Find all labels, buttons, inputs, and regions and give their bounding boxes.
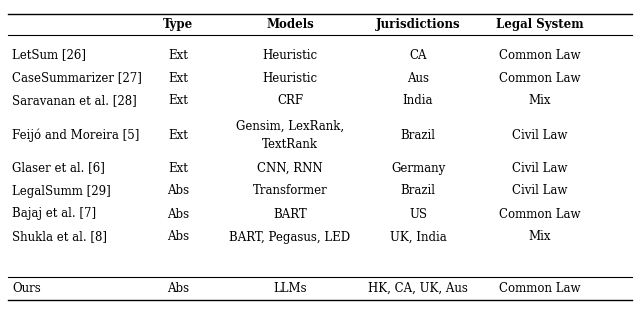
- Text: Saravanan et al. [28]: Saravanan et al. [28]: [12, 95, 137, 108]
- Text: Common Law: Common Law: [499, 72, 580, 85]
- Text: Common Law: Common Law: [499, 48, 580, 61]
- Text: CNN, RNN: CNN, RNN: [257, 162, 323, 175]
- Text: BART: BART: [273, 207, 307, 220]
- Text: LLMs: LLMs: [273, 281, 307, 294]
- Text: US: US: [409, 207, 427, 220]
- Text: Bajaj et al. [7]: Bajaj et al. [7]: [12, 207, 96, 220]
- Text: Abs: Abs: [167, 184, 189, 197]
- Text: Heuristic: Heuristic: [262, 72, 317, 85]
- Text: Germany: Germany: [391, 162, 445, 175]
- Text: India: India: [403, 95, 433, 108]
- Text: BART, Pegasus, LED: BART, Pegasus, LED: [229, 231, 351, 243]
- Text: CaseSummarizer [27]: CaseSummarizer [27]: [12, 72, 142, 85]
- Text: Common Law: Common Law: [499, 207, 580, 220]
- Text: Jurisdictions: Jurisdictions: [376, 18, 460, 31]
- Text: UK, India: UK, India: [390, 231, 446, 243]
- Text: Heuristic: Heuristic: [262, 48, 317, 61]
- Text: Ext: Ext: [168, 162, 188, 175]
- Text: Ext: Ext: [168, 129, 188, 141]
- Text: Glaser et al. [6]: Glaser et al. [6]: [12, 162, 105, 175]
- Text: Brazil: Brazil: [401, 129, 435, 141]
- Text: Civil Law: Civil Law: [512, 129, 568, 141]
- Text: HK, CA, UK, Aus: HK, CA, UK, Aus: [368, 281, 468, 294]
- Text: Ext: Ext: [168, 48, 188, 61]
- Text: LegalSumm [29]: LegalSumm [29]: [12, 184, 111, 197]
- Text: Common Law: Common Law: [499, 281, 580, 294]
- Text: Ours: Ours: [12, 281, 41, 294]
- Text: Ext: Ext: [168, 95, 188, 108]
- Text: LetSum [26]: LetSum [26]: [12, 48, 86, 61]
- Text: Feijó and Moreira [5]: Feijó and Moreira [5]: [12, 128, 140, 142]
- Text: Civil Law: Civil Law: [512, 162, 568, 175]
- Text: Gensim, LexRank,
TextRank: Gensim, LexRank, TextRank: [236, 119, 344, 150]
- Text: Mix: Mix: [529, 95, 551, 108]
- Text: Type: Type: [163, 18, 193, 31]
- Text: Legal System: Legal System: [496, 18, 584, 31]
- Text: Civil Law: Civil Law: [512, 184, 568, 197]
- Text: Abs: Abs: [167, 207, 189, 220]
- Text: Aus: Aus: [407, 72, 429, 85]
- Text: Abs: Abs: [167, 231, 189, 243]
- Text: Transformer: Transformer: [253, 184, 328, 197]
- Text: Ext: Ext: [168, 72, 188, 85]
- Text: Abs: Abs: [167, 281, 189, 294]
- Text: CRF: CRF: [277, 95, 303, 108]
- Text: Shukla et al. [8]: Shukla et al. [8]: [12, 231, 107, 243]
- Text: Brazil: Brazil: [401, 184, 435, 197]
- Text: Models: Models: [266, 18, 314, 31]
- Text: CA: CA: [409, 48, 427, 61]
- Text: Mix: Mix: [529, 231, 551, 243]
